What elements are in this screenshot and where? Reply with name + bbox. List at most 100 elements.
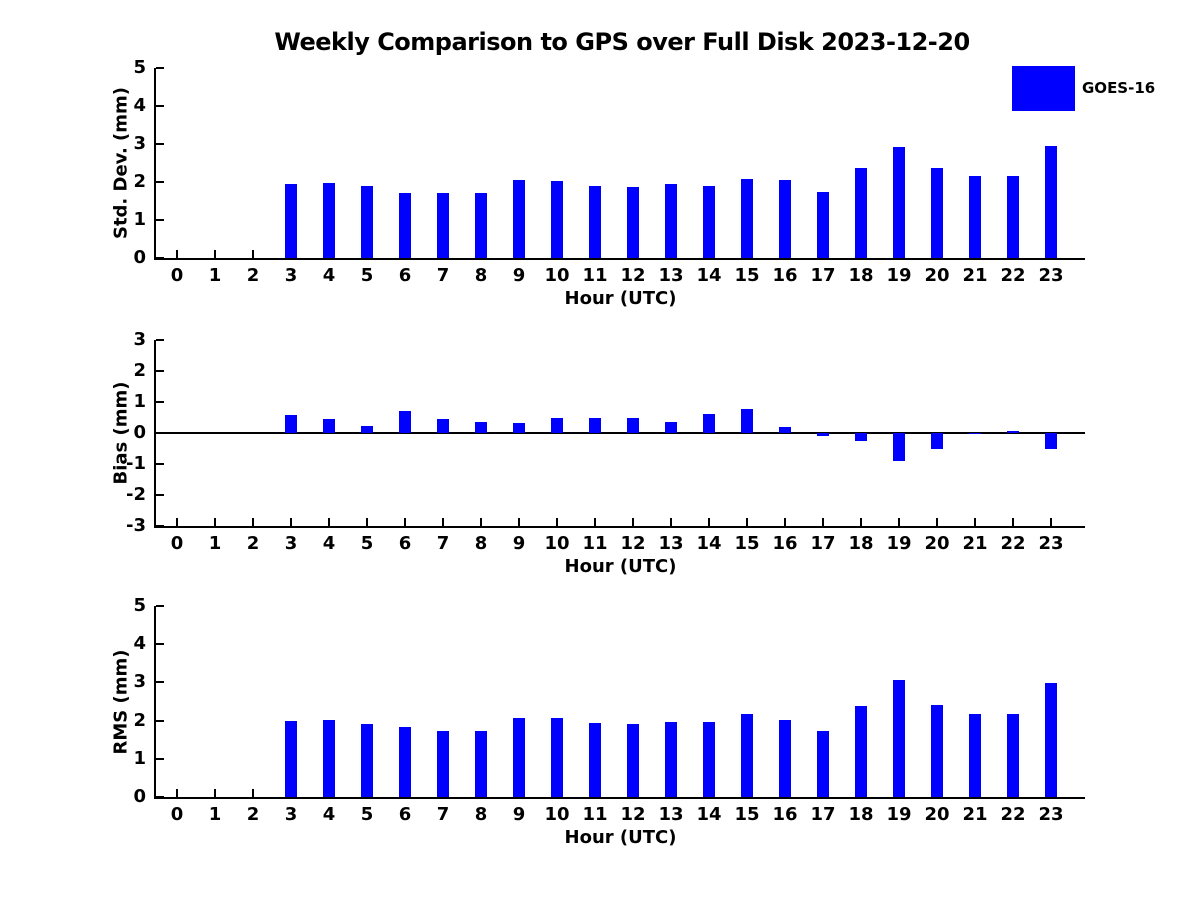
chart-title: Weekly Comparison to GPS over Full Disk … [274,28,970,56]
bias-bar-hour-14 [703,413,715,433]
std-dev-ytick [156,67,164,69]
legend-label-goes-16: GOES-16 [1082,79,1156,97]
std-dev-xtick-label: 13 [658,265,684,286]
std-dev-bar-hour-21 [969,175,981,258]
rms-y-axis-spine [154,606,156,799]
bias-bar-hour-17 [817,433,829,436]
std-dev-xtick-label: 1 [208,265,222,286]
std-dev-bar-hour-22 [1007,175,1019,258]
rms-xtick-label: 5 [360,804,374,825]
std-dev-xtick-label: 14 [696,265,722,286]
rms-xtick-label: 3 [284,804,298,825]
rms-xtick-label: 14 [696,804,722,825]
std-dev-xtick-label: 11 [582,265,608,286]
std-dev-bar-hour-13 [665,184,677,258]
std-dev-bar-hour-9 [513,180,525,258]
rms-bar-hour-19 [893,680,905,797]
bias-xtick [328,518,330,526]
std-dev-xtick-label: 4 [322,265,336,286]
rms-bar-hour-10 [551,717,563,797]
bias-xtick-label: 11 [582,533,608,554]
std-dev-xtick-label: 20 [924,265,950,286]
bias-xtick [480,518,482,526]
std-dev-xtick-label: 21 [962,265,988,286]
bias-bar-hour-9 [513,422,525,433]
rms-ytick [156,757,164,760]
bias-bar-hour-13 [665,421,677,433]
rms-bar-hour-16 [779,719,791,797]
bias-xtick [214,518,216,526]
bias-xtick-label: 1 [208,533,222,554]
std-dev-xtick-label: 10 [544,265,570,286]
bias-bar-hour-12 [627,418,639,433]
bias-ytick-label: 3 [133,329,146,350]
rms-xtick-label: 13 [658,804,684,825]
std-dev-xtick-label: 12 [620,265,646,286]
std-dev-xtick-label: 19 [886,265,912,286]
rms-xtick-label: 8 [474,804,488,825]
std-dev-xtick-label: 16 [772,265,798,286]
bias-ytick-label: -1 [126,453,146,474]
std-dev-xaxis-label: Hour (UTC) [564,288,677,309]
bias-xtick-label: 0 [170,533,184,554]
bias-xtick [518,518,520,526]
bias-xtick [366,518,368,526]
rms-ytick-label: 5 [133,595,146,616]
bias-ytick [156,525,164,527]
rms-xtick [214,789,216,797]
std-dev-bar-hour-23 [1045,146,1057,258]
std-dev-xtick [214,250,216,258]
std-dev-bar-hour-14 [703,185,715,258]
rms-bar-hour-4 [323,720,335,797]
bias-xtick [556,518,558,526]
bias-xtick-label: 23 [1038,533,1064,554]
std-dev-ytick [156,181,164,183]
rms-xtick-label: 9 [512,804,526,825]
bias-xtick [784,518,786,526]
std-dev-ytick [156,219,164,221]
bias-xtick [594,518,596,526]
bias-bar-hour-15 [741,409,753,433]
bias-xtick [632,518,634,526]
rms-ytick [156,605,164,607]
bias-xtick-label: 5 [360,533,374,554]
rms-bar-hour-13 [665,721,677,797]
std-dev-ytick [156,257,164,259]
bias-ytick-label: -3 [126,515,146,536]
bias-xtick [822,518,824,526]
std-dev-bar-hour-20 [931,167,943,258]
bias-yaxis-label: Bias (mm) [110,381,132,485]
std-dev-x-axis-spine [154,258,1085,260]
std-dev-xtick-label: 23 [1038,265,1064,286]
rms-bar-hour-12 [627,724,639,797]
std-dev-bar-hour-7 [437,193,449,258]
bias-xtick [746,518,748,526]
bias-bar-hour-11 [589,417,601,433]
rms-ytick [156,643,164,646]
bias-bar-hour-3 [285,415,297,433]
rms-bar-hour-6 [399,727,411,797]
bias-ytick [156,370,164,372]
bias-bar-hour-6 [399,410,411,433]
bias-ytick-label: 2 [133,360,146,381]
bias-bar-hour-18 [855,433,867,442]
std-dev-ytick-label: 0 [133,247,146,268]
bias-xtick-label: 13 [658,533,684,554]
bias-xtick-label: 4 [322,533,336,554]
bias-xtick [898,518,900,526]
bias-xtick [936,518,938,526]
rms-bar-hour-17 [817,730,829,797]
bias-bar-hour-7 [437,419,449,433]
bias-xtick-label: 18 [848,533,874,554]
std-dev-ytick [156,105,164,107]
bias-xtick-label: 2 [246,533,260,554]
std-dev-xtick-label: 8 [474,265,488,286]
bias-xtick [290,518,292,526]
bias-ytick-label: 1 [133,391,146,412]
bias-xtick [670,518,672,526]
bias-xtick-label: 22 [1000,533,1026,554]
bias-bar-hour-10 [551,418,563,433]
std-dev-xtick-label: 2 [246,265,260,286]
bias-xtick [442,518,444,526]
